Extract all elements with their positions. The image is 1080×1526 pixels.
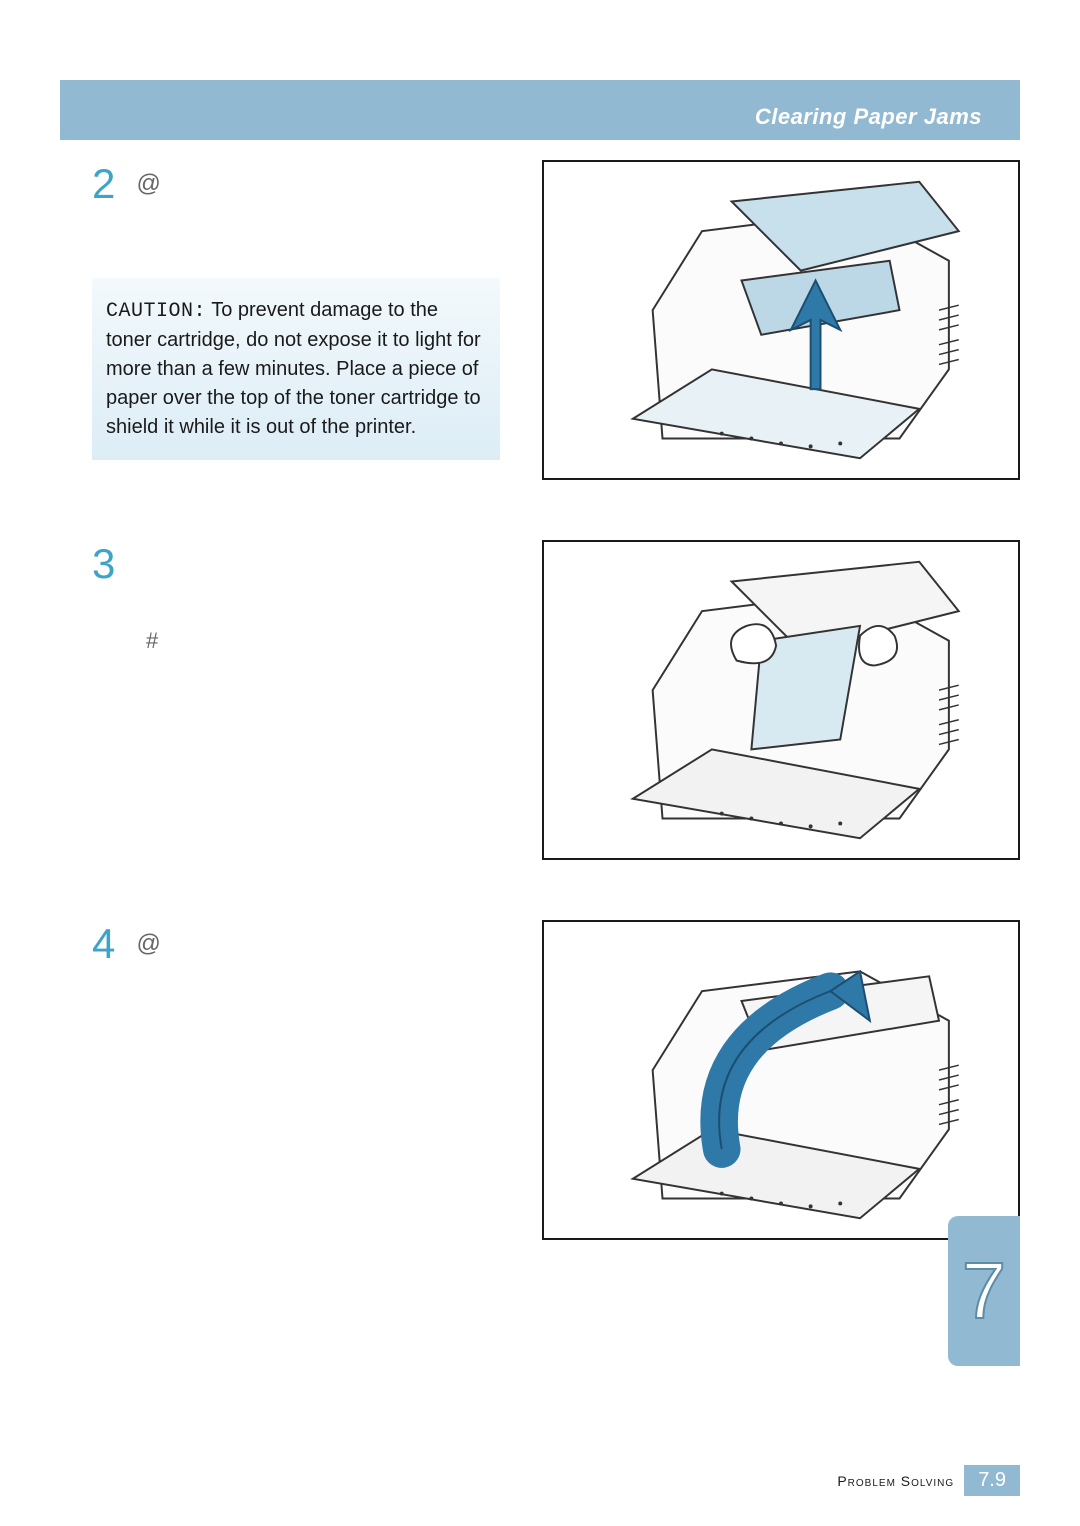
- header-inner: Clearing Paper Jams: [60, 80, 1020, 140]
- step-2-left: 2 @ CAUTION: To prevent damage to the to…: [92, 160, 512, 480]
- printer-pull-paper-icon: [544, 542, 1018, 858]
- chapter-number: 7: [962, 1245, 1007, 1337]
- content: 2 @ CAUTION: To prevent damage to the to…: [92, 160, 1020, 1426]
- step-2-symbol: @: [136, 170, 160, 198]
- step-3-illustration: [542, 540, 1020, 860]
- page: Clearing Paper Jams 2 @ CAUTION: To prev…: [0, 0, 1080, 1526]
- step-3-symbol: #: [146, 628, 512, 654]
- step-4-illustration: [542, 920, 1020, 1240]
- printer-open-cartridge-icon: [544, 162, 1018, 478]
- chapter-side-tab: 7: [948, 1216, 1020, 1366]
- header-bar: Clearing Paper Jams: [60, 62, 1020, 140]
- step-2-number: 2: [92, 160, 132, 208]
- header-title: Clearing Paper Jams: [755, 104, 982, 130]
- step-3-left: 3 #: [92, 540, 512, 860]
- step-3-row: 3 #: [92, 540, 1020, 860]
- step-3-number: 3: [92, 540, 132, 588]
- step-4-left: 4 @: [92, 920, 512, 1240]
- step-2-row: 2 @ CAUTION: To prevent damage to the to…: [92, 160, 1020, 480]
- step-4-row: 4 @: [92, 920, 1020, 1240]
- printer-close-lid-icon: [544, 922, 1018, 1238]
- footer-page-badge: 7.9: [964, 1465, 1020, 1496]
- caution-box: CAUTION: To prevent damage to the toner …: [92, 278, 500, 460]
- step-4-number: 4: [92, 920, 132, 968]
- footer-section-label: Problem Solving: [837, 1473, 954, 1489]
- footer: Problem Solving 7.9: [837, 1465, 1020, 1496]
- step-2-illustration: [542, 160, 1020, 480]
- caution-label: CAUTION:: [106, 300, 206, 323]
- step-4-symbol: @: [136, 930, 160, 958]
